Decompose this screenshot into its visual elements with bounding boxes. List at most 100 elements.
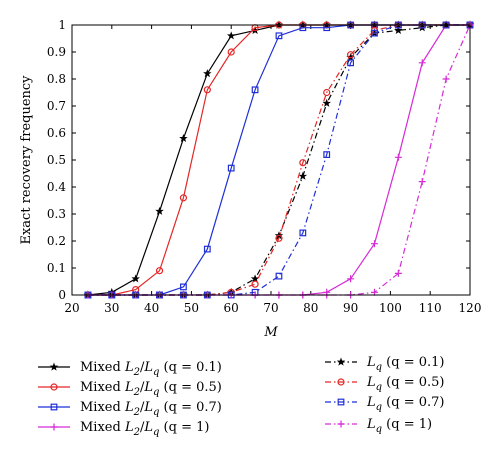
legend-marker [50, 383, 58, 391]
legend-label-part: Mixed [80, 380, 125, 395]
x-axis-label: M [263, 325, 278, 340]
legend-marker [336, 357, 346, 366]
x-tick-label: 50 [184, 301, 199, 315]
data-point [275, 272, 283, 280]
legend-label-part: L [143, 400, 153, 415]
series-line [87, 24, 470, 296]
legend-label-part: (q = 0.1) [382, 355, 444, 370]
legend-label: Mixed L2/Lq (q = 1) [80, 420, 209, 438]
x-tick-label: 30 [104, 301, 119, 315]
data-point [418, 178, 426, 186]
series-line [87, 24, 471, 296]
data-point [179, 133, 188, 143]
series-line [87, 24, 470, 296]
series-line [87, 24, 470, 296]
legend-label-part: (q = 1) [382, 417, 432, 432]
data-point [394, 269, 402, 277]
x-tick-label: 110 [419, 301, 442, 315]
data-point [299, 159, 307, 167]
x-tick-label: 80 [303, 301, 318, 315]
data-point [203, 69, 212, 78]
legend-label-part: q [376, 382, 382, 393]
series-line [87, 24, 470, 296]
x-tick-label: 20 [64, 301, 79, 315]
legend-label-part: / [140, 420, 145, 435]
legend-item: Lq (q = 0.7) [325, 395, 444, 413]
x-tick-label: 40 [144, 301, 159, 315]
data-point [251, 86, 259, 94]
legend-label-part: q [153, 427, 159, 438]
legend-label-part: q [153, 367, 159, 378]
legend-label: Lq (q = 0.7) [366, 395, 444, 413]
y-tick-label: 0.8 [47, 72, 66, 86]
data-point [179, 194, 188, 202]
x-tick-label: 70 [263, 301, 278, 315]
legend-label-part: (q = 0.5) [382, 375, 444, 390]
legend-item: Mixed L2/Lq (q = 0.1) [38, 360, 222, 378]
legend-label-part: L [366, 355, 376, 370]
legend-item: Lq (q = 1) [325, 417, 432, 435]
legend-label: Mixed L2/Lq (q = 0.7) [80, 400, 222, 418]
legend-label-part: Mixed [80, 360, 125, 375]
y-tick-label: 0.7 [47, 99, 66, 113]
series-line [87, 24, 470, 296]
data-point [299, 229, 307, 237]
legend-label-part: L [124, 360, 134, 375]
legend-label-part: q [153, 387, 159, 398]
legend-label: Mixed L2/Lq (q = 0.1) [80, 360, 222, 378]
legend-label-part: q [376, 362, 382, 373]
x-tick-label: 90 [343, 301, 358, 315]
legend-label-part: q [376, 402, 382, 413]
legend-item: Mixed L2/Lq (q = 0.5) [38, 380, 222, 398]
legend-item: Lq (q = 0.1) [325, 355, 444, 373]
legend-label-part: L [143, 380, 153, 395]
legend: Mixed L2/Lq (q = 0.1)Mixed L2/Lq (q = 0.… [38, 355, 444, 438]
legend-label-part: / [140, 400, 145, 415]
legend-label-part: / [140, 360, 145, 375]
legend-marker [50, 403, 58, 411]
legend-label-part: L [124, 400, 134, 415]
series-line [87, 24, 470, 296]
x-tick-label: 120 [459, 301, 482, 315]
axes: 20 30 40 50 60 70 80 90 100 110 120 0 0.1 0.2 0.3 0.4 0.… [47, 18, 482, 315]
data-point [347, 59, 354, 67]
y-tick-label: 0.3 [47, 207, 66, 221]
data-point [180, 283, 187, 291]
series-5 [83, 20, 475, 299]
data-point [226, 31, 236, 40]
legend-label-part: (q = 0.7) [382, 395, 444, 410]
data-point [155, 267, 164, 275]
legend-label-part: 2 [133, 407, 140, 418]
y-tick-label: 0.2 [47, 234, 66, 248]
legend-label-part: Mixed [80, 420, 125, 435]
legend-label-part: q [153, 407, 159, 418]
legend-label-part: L [366, 417, 376, 432]
legend-label-part: L [143, 420, 153, 435]
data-point [203, 245, 211, 253]
legend-label-part: (q = 1) [159, 420, 209, 435]
data-point [323, 88, 331, 97]
legend-label-part: (q = 0.7) [159, 400, 221, 415]
series-1 [83, 20, 475, 299]
legend-label-part: Mixed [80, 400, 125, 415]
data-point [347, 51, 355, 59]
data-point [155, 206, 164, 215]
legend-label: Lq (q = 1) [366, 417, 432, 435]
legend-label-part: L [143, 360, 153, 375]
data-point [251, 280, 259, 288]
legend-label-part: L [366, 395, 376, 410]
y-tick-label: 0.6 [47, 126, 66, 140]
data-point [227, 164, 235, 172]
legend-label: Mixed L2/Lq (q = 0.5) [80, 380, 222, 398]
data-point [323, 151, 331, 159]
y-tick-label: 1 [58, 18, 66, 32]
x-tick-label: 60 [224, 301, 239, 315]
y-axis-label: Exact recovery frequency [19, 75, 34, 245]
plot-frame [71, 24, 471, 296]
legend-label: Lq (q = 0.5) [366, 375, 444, 393]
legend-item: Mixed L2/Lq (q = 1) [38, 420, 209, 438]
data-point [394, 25, 403, 35]
legend-item: Mixed L2/Lq (q = 0.7) [38, 400, 222, 418]
legend-label: Lq (q = 0.1) [366, 355, 444, 373]
data-point [275, 234, 283, 242]
